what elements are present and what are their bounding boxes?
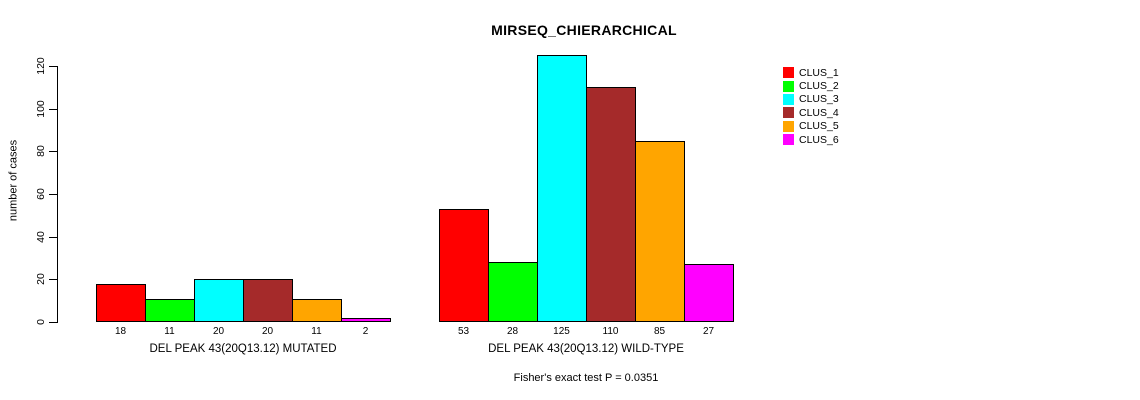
bar-value-label: 20 bbox=[261, 326, 274, 337]
legend-label: CLUS_1 bbox=[799, 66, 839, 79]
bar-value-label: 28 bbox=[506, 326, 519, 337]
bar-clus_4 bbox=[586, 87, 636, 322]
legend-swatch bbox=[783, 80, 794, 92]
legend-label: CLUS_2 bbox=[799, 80, 839, 93]
bar-value-label: 2 bbox=[362, 326, 369, 337]
legend-item: CLUS_2 bbox=[783, 79, 839, 92]
bar-value-label: 11 bbox=[164, 326, 175, 337]
bar-clus_6 bbox=[684, 264, 734, 322]
legend-item: CLUS_5 bbox=[783, 120, 839, 133]
bar-clus_2 bbox=[488, 262, 538, 322]
bar-value-label: 18 bbox=[114, 326, 127, 337]
legend: CLUS_1 CLUS_2 CLUS_3 CLUS_4 CLUS_5 CLUS_6 bbox=[783, 66, 839, 146]
y-tick-mark bbox=[49, 66, 57, 67]
y-tick-mark bbox=[49, 194, 57, 195]
bar-value-label: 20 bbox=[212, 326, 225, 337]
bar-value-label: 125 bbox=[553, 326, 570, 337]
legend-label: CLUS_6 bbox=[799, 133, 839, 146]
y-tick-label: 40 bbox=[35, 230, 47, 243]
y-tick-label: 20 bbox=[35, 273, 47, 286]
bar-clus_5 bbox=[292, 299, 342, 322]
y-axis-label: number of cases bbox=[7, 139, 20, 222]
bar-clus_1 bbox=[96, 284, 146, 322]
legend-label: CLUS_3 bbox=[799, 93, 839, 106]
bar-value-label: 85 bbox=[653, 326, 666, 337]
group-label-mutated: DEL PEAK 43(20Q13.12) MUTATED bbox=[149, 343, 337, 355]
y-tick-mark bbox=[49, 108, 57, 110]
bar-clus_3 bbox=[194, 279, 244, 322]
legend-swatch bbox=[783, 107, 794, 119]
bar-clus_3 bbox=[537, 55, 587, 322]
legend-swatch bbox=[783, 93, 794, 105]
legend-item: CLUS_1 bbox=[783, 66, 839, 79]
legend-item: CLUS_6 bbox=[783, 133, 839, 146]
bar-value-label: 11 bbox=[311, 326, 322, 337]
bar-value-label: 53 bbox=[457, 326, 470, 337]
legend-swatch bbox=[783, 67, 794, 79]
bar-value-label: 110 bbox=[602, 326, 619, 337]
legend-item: CLUS_4 bbox=[783, 106, 839, 119]
y-tick-mark bbox=[49, 151, 57, 153]
bar-value-label: 27 bbox=[702, 326, 715, 337]
bar-clus_5 bbox=[635, 141, 685, 322]
y-tick-mark bbox=[49, 279, 57, 281]
bar-clus_2 bbox=[145, 299, 195, 322]
legend-swatch bbox=[783, 134, 794, 146]
legend-label: CLUS_5 bbox=[799, 120, 839, 133]
y-axis-line bbox=[57, 66, 58, 323]
footnote-fisher-test: Fisher's exact test P = 0.0351 bbox=[513, 372, 659, 384]
group-label-wildtype: DEL PEAK 43(20Q13.12) WILD-TYPE bbox=[488, 343, 684, 355]
y-tick-label: 80 bbox=[35, 145, 47, 158]
legend-item: CLUS_3 bbox=[783, 93, 839, 106]
y-tick-label: 0 bbox=[35, 319, 47, 325]
chart-title: MIRSEQ_CHIERARCHICAL bbox=[491, 22, 677, 38]
y-tick-label: 60 bbox=[35, 188, 47, 200]
bar-clus_4 bbox=[243, 279, 293, 322]
y-tick-label: 100 bbox=[35, 99, 47, 118]
y-tick-label: 120 bbox=[35, 57, 47, 75]
bar-clus_6 bbox=[341, 318, 391, 322]
bar-clus_1 bbox=[439, 209, 489, 322]
legend-label: CLUS_4 bbox=[799, 106, 839, 119]
y-tick-mark bbox=[49, 236, 57, 238]
legend-swatch bbox=[783, 120, 794, 132]
y-tick-mark bbox=[49, 322, 57, 323]
